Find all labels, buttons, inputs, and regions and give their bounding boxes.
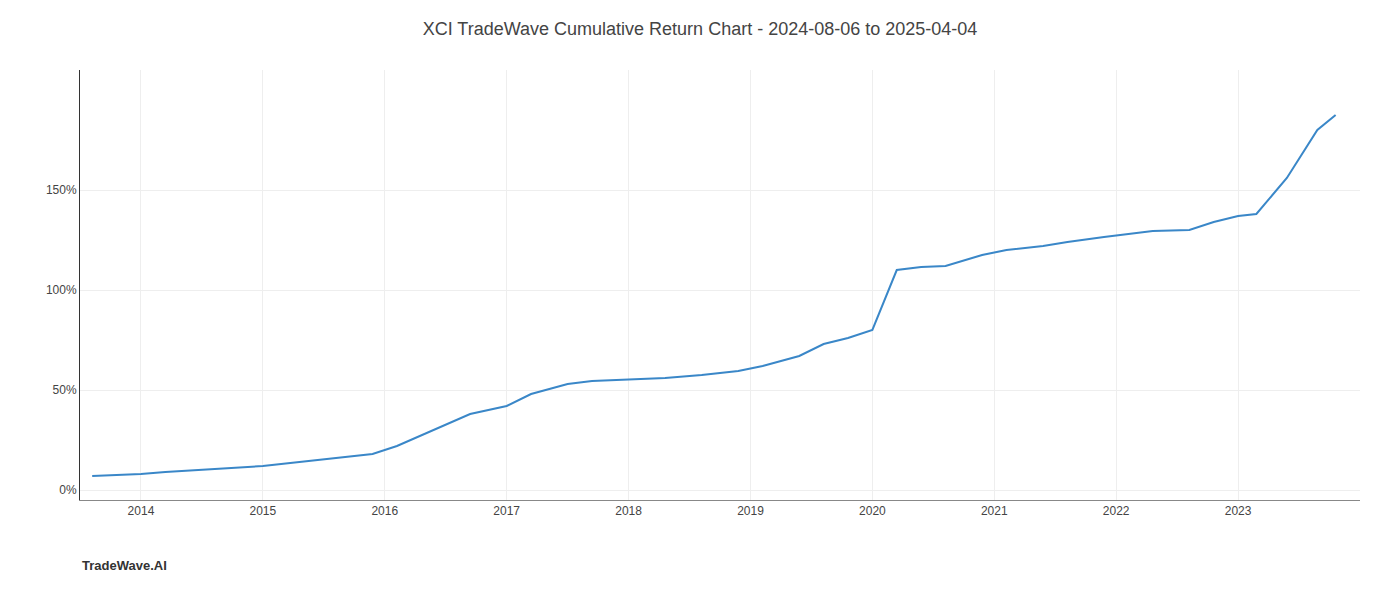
svg-text:100%: 100% [46,283,77,297]
svg-text:150%: 150% [46,183,77,197]
svg-text:2020: 2020 [859,504,886,518]
svg-text:2019: 2019 [737,504,764,518]
svg-text:2022: 2022 [1103,504,1130,518]
svg-text:2021: 2021 [981,504,1008,518]
svg-text:2014: 2014 [128,504,155,518]
svg-text:0%: 0% [59,483,77,497]
svg-text:50%: 50% [53,383,77,397]
svg-text:2015: 2015 [250,504,277,518]
svg-text:2023: 2023 [1225,504,1252,518]
svg-text:XCI TradeWave Cumulative Retur: XCI TradeWave Cumulative Return Chart - … [423,19,978,39]
svg-text:2016: 2016 [371,504,398,518]
svg-text:2017: 2017 [493,504,520,518]
svg-text:TradeWave.AI: TradeWave.AI [82,558,167,573]
svg-text:2018: 2018 [615,504,642,518]
